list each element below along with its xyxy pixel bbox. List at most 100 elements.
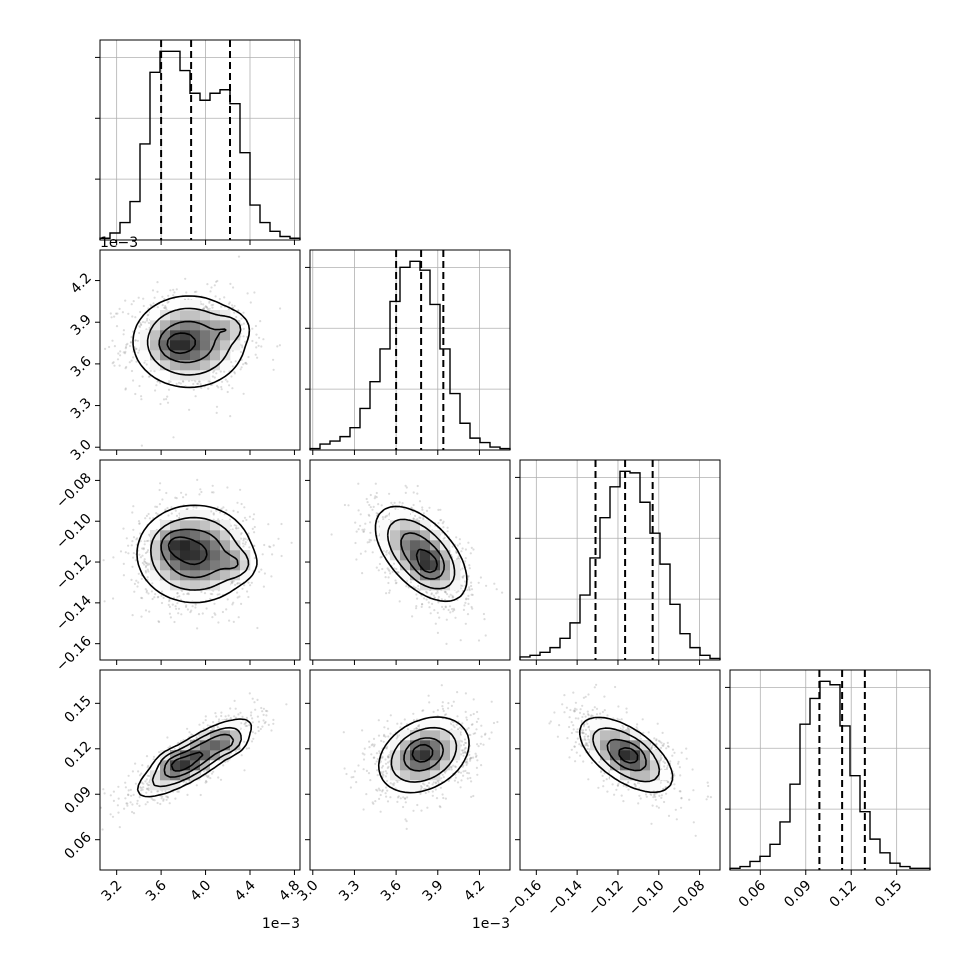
density-bin: [150, 540, 161, 551]
sample-point: [156, 380, 159, 383]
sample-point: [134, 339, 137, 342]
sample-point: [272, 722, 275, 725]
sample-point: [465, 760, 468, 764]
sample-point: [236, 582, 240, 585]
sample-point: [453, 608, 456, 612]
sample-point: [184, 605, 188, 609]
sample-point: [174, 509, 177, 512]
sample-point: [127, 552, 130, 555]
sample-point: [263, 543, 266, 547]
sample-point: [175, 382, 178, 385]
sample-point: [372, 756, 375, 759]
sample-point: [384, 775, 387, 778]
sample-point: [113, 345, 116, 348]
sample-point: [226, 598, 229, 601]
sample-point: [368, 514, 371, 517]
sample-point: [458, 542, 461, 545]
density-bin: [400, 570, 411, 581]
density-bin: [380, 520, 391, 531]
sample-point: [176, 595, 179, 599]
sample-point: [453, 726, 456, 729]
sample-point: [236, 591, 239, 594]
sample-point: [244, 362, 247, 365]
sample-point: [434, 622, 437, 625]
sample-point: [124, 786, 127, 789]
sample-point: [388, 753, 391, 756]
sample-point: [240, 602, 243, 606]
sample-point: [367, 513, 370, 516]
sample-point: [240, 366, 243, 369]
sample-point: [152, 798, 155, 801]
contour-level-2: [146, 307, 242, 376]
sample-point: [124, 797, 127, 800]
sample-point: [134, 762, 137, 765]
sample-point: [208, 307, 211, 310]
sample-point: [439, 519, 442, 522]
sample-point: [243, 723, 246, 726]
sample-point: [147, 764, 150, 767]
sample-point: [242, 519, 245, 523]
scatter-panel-1-3: [305, 669, 511, 875]
density-bin: [190, 360, 201, 371]
density-bin: [410, 530, 421, 541]
sample-point: [229, 282, 232, 285]
sample-point: [142, 297, 145, 300]
sample-point: [247, 581, 250, 584]
sample-point: [468, 586, 471, 589]
sample-point: [147, 592, 150, 595]
histogram-0: [99, 50, 301, 240]
sample-point: [126, 802, 129, 805]
density-bin: [180, 360, 191, 371]
sample-point: [442, 537, 445, 540]
sample-point: [102, 559, 105, 562]
sample-point: [132, 812, 136, 815]
sample-point: [386, 514, 389, 517]
sample-point: [421, 508, 424, 511]
sample-point: [249, 584, 252, 587]
sample-point: [192, 382, 195, 386]
sample-point: [330, 533, 333, 536]
sample-point: [495, 588, 498, 591]
sample-point: [158, 503, 161, 506]
density-bin: [150, 760, 161, 771]
sample-point: [347, 504, 350, 507]
sample-point: [378, 562, 381, 566]
sample-point: [132, 793, 135, 797]
sample-point: [190, 609, 193, 612]
sample-point: [211, 484, 214, 487]
sample-point: [397, 571, 400, 574]
sample-point: [227, 302, 231, 305]
density-bin: [190, 330, 201, 341]
sample-point: [201, 612, 204, 615]
sample-point: [191, 605, 194, 608]
sample-point: [468, 564, 471, 567]
sample-point: [426, 806, 429, 809]
sample-point: [451, 596, 454, 599]
sample-point: [215, 372, 218, 375]
sample-point: [65, 329, 67, 331]
sample-point: [116, 312, 119, 315]
sample-point: [140, 596, 143, 600]
sample-point: [450, 766, 453, 769]
sample-point: [240, 532, 243, 535]
sample-point: [166, 395, 169, 398]
sample-point: [127, 793, 130, 797]
density-bin: [170, 750, 181, 761]
density-bin: [190, 770, 201, 781]
sample-point: [187, 593, 190, 596]
sample-point: [240, 754, 243, 757]
sample-point: [240, 323, 243, 326]
sample-point: [181, 379, 185, 383]
sample-point: [392, 784, 395, 787]
sample-point: [151, 582, 154, 585]
sample-point: [130, 341, 133, 344]
sample-point: [212, 491, 215, 494]
sample-point: [368, 540, 371, 544]
sample-point: [354, 521, 357, 524]
density-bin: [440, 550, 451, 561]
sample-point: [159, 381, 162, 384]
sample-point: [145, 591, 148, 594]
sample-point: [168, 612, 171, 615]
sample-point: [432, 594, 435, 597]
sample-point: [218, 297, 221, 301]
